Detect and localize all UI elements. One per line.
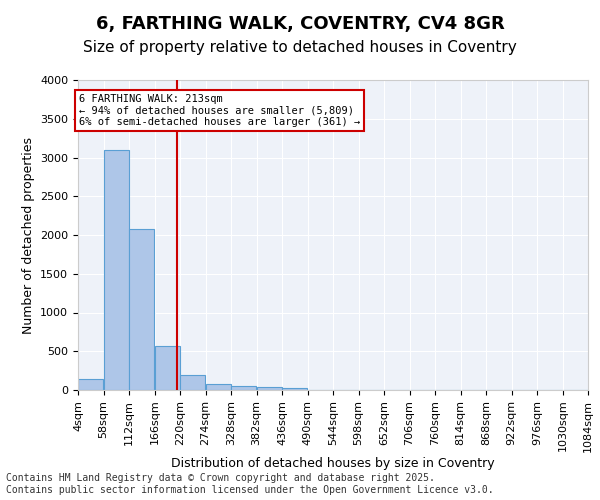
- Bar: [155, 346, 180, 390]
- Text: Contains HM Land Registry data © Crown copyright and database right 2025.
Contai: Contains HM Land Registry data © Crown c…: [6, 474, 494, 495]
- Text: Size of property relative to detached houses in Coventry: Size of property relative to detached ho…: [83, 40, 517, 55]
- Text: 6, FARTHING WALK, COVENTRY, CV4 8GR: 6, FARTHING WALK, COVENTRY, CV4 8GR: [95, 15, 505, 33]
- Bar: [282, 388, 307, 390]
- Bar: [257, 386, 282, 390]
- X-axis label: Distribution of detached houses by size in Coventry: Distribution of detached houses by size …: [171, 458, 495, 470]
- Y-axis label: Number of detached properties: Number of detached properties: [22, 136, 35, 334]
- Bar: [129, 229, 154, 390]
- Bar: [231, 386, 256, 390]
- Text: 6 FARTHING WALK: 213sqm
← 94% of detached houses are smaller (5,809)
6% of semi-: 6 FARTHING WALK: 213sqm ← 94% of detache…: [79, 94, 360, 127]
- Bar: [78, 379, 103, 390]
- Bar: [104, 150, 129, 390]
- Bar: [180, 375, 205, 390]
- Bar: [206, 384, 231, 390]
